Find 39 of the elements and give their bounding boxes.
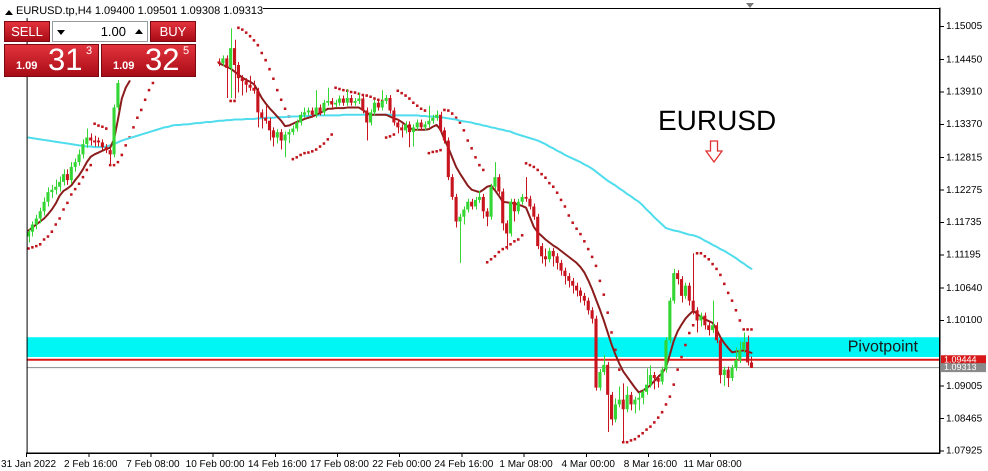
y-tick-label: 1.11195	[946, 250, 982, 261]
y-tick-label: 1.09005	[946, 380, 983, 392]
x-tick-label: 2 Feb 16:00	[64, 458, 118, 470]
x-tick-label: 8 Mar 16:00	[624, 458, 678, 470]
annotation: 32	[145, 42, 180, 77]
annotation: 1.00	[100, 24, 126, 39]
annotation: EURUSD.tp,H4 1.09400 1.09501 1.09308 1.09313	[16, 5, 264, 18]
x-tick-label: 1 Mar 08:00	[499, 458, 554, 470]
y-tick-label: 1.07925	[946, 446, 983, 457]
sell-button: SELL	[4, 21, 50, 42]
y-tick-label: 1.11735	[946, 217, 982, 228]
annotation: 31	[48, 42, 82, 77]
x-tick-label: 7 Feb 08:00	[126, 458, 180, 470]
y-tick-label: 1.12275	[946, 184, 983, 196]
x-tick-label: 14 Feb 16:00	[248, 458, 308, 470]
x-tick-label: 17 Feb 08:00	[310, 458, 370, 470]
ref-line-label: 1.09313	[944, 362, 977, 372]
y-tick-label: 1.10100	[946, 315, 983, 326]
buy-button: BUY	[150, 21, 196, 42]
annotation: 1.09	[113, 60, 134, 72]
y-tick-label: 1.08465	[946, 413, 983, 424]
y-tick-label: 1.13370	[946, 119, 983, 130]
y-tick-label: 1.15005	[946, 21, 983, 32]
annotation: 3	[86, 45, 92, 57]
ref-line-label: 1.09444	[944, 354, 977, 364]
x-tick-label: 31 Jan 2022	[1, 458, 56, 470]
x-tick-label: 11 Mar 08:00	[684, 458, 742, 470]
annotation: 5	[183, 45, 190, 57]
annotation: 1.09	[16, 60, 38, 72]
y-tick-label: 1.14450	[946, 54, 983, 66]
x-tick-label: 10 Feb 00:00	[186, 458, 246, 470]
y-tick-label: 1.10640	[946, 282, 983, 294]
x-tick-label: 4 Mar 00:00	[562, 458, 616, 470]
y-tick-label: 1.12815	[946, 152, 983, 164]
annotation: EURUSD	[658, 105, 776, 137]
x-tick-label: 22 Feb 00:00	[372, 458, 432, 470]
x-tick-label: 24 Feb 16:00	[434, 458, 494, 470]
y-tick-label: 1.13910	[946, 86, 983, 98]
band-label: Pivotpoint	[848, 338, 919, 356]
